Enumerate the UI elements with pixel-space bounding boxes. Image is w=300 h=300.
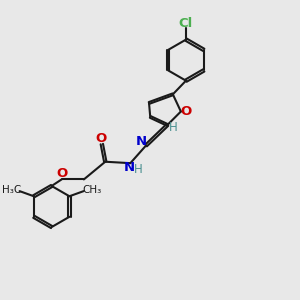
Text: O: O xyxy=(56,167,67,180)
Text: Cl: Cl xyxy=(179,16,193,30)
Text: N: N xyxy=(136,135,147,148)
Text: O: O xyxy=(180,105,191,118)
Text: H₃C: H₃C xyxy=(2,185,21,195)
Text: O: O xyxy=(96,132,107,146)
Text: N: N xyxy=(124,161,135,174)
Text: CH₃: CH₃ xyxy=(82,185,101,195)
Text: H: H xyxy=(134,163,143,176)
Text: H: H xyxy=(169,121,178,134)
